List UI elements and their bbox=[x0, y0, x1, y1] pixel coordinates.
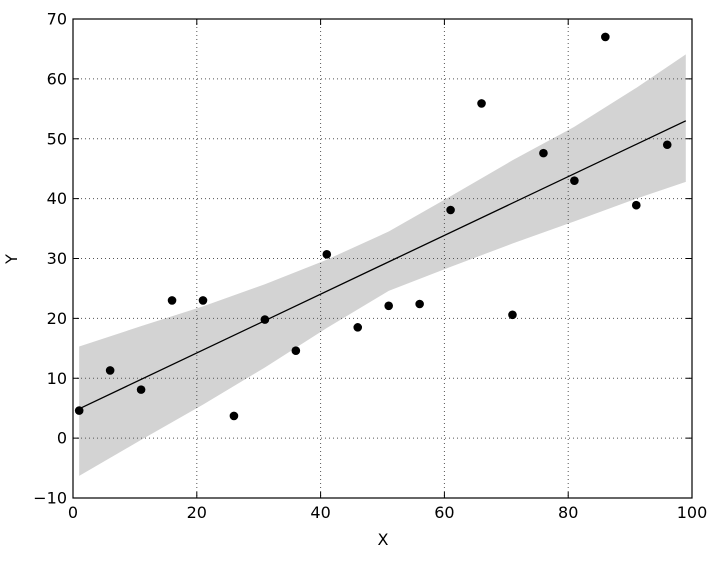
data-point bbox=[415, 299, 424, 309]
fit-line-layer bbox=[78, 120, 687, 410]
data-point bbox=[322, 250, 332, 259]
y-tick-label: 60 bbox=[47, 69, 67, 88]
y-tick-label: −10 bbox=[33, 489, 67, 508]
data-point bbox=[353, 323, 363, 332]
data-point bbox=[477, 99, 486, 108]
data-point bbox=[508, 310, 517, 320]
data-point bbox=[291, 346, 301, 356]
data-point bbox=[74, 406, 84, 415]
y-tick-label: 20 bbox=[47, 309, 67, 328]
x-tick-label: 100 bbox=[677, 503, 708, 522]
y-tick-label: 70 bbox=[47, 10, 67, 29]
data-point bbox=[601, 32, 610, 42]
y-tick-label: 40 bbox=[47, 189, 67, 208]
data-points-layer bbox=[74, 32, 672, 421]
y-tick-label: 50 bbox=[47, 129, 67, 148]
data-point bbox=[167, 296, 177, 305]
x-tick-label: 40 bbox=[310, 503, 330, 522]
data-point bbox=[229, 411, 239, 421]
data-point bbox=[446, 205, 455, 215]
data-point bbox=[198, 296, 208, 305]
y-tick-label: 30 bbox=[47, 249, 67, 268]
x-axis-label: X bbox=[378, 530, 389, 549]
data-point bbox=[384, 301, 393, 311]
y-tick-label: 10 bbox=[47, 369, 67, 388]
x-tick-label: 80 bbox=[558, 503, 578, 522]
data-point bbox=[570, 176, 579, 185]
y-tick-label: 0 bbox=[57, 429, 67, 448]
x-tick-label: 0 bbox=[68, 503, 78, 522]
data-point bbox=[631, 200, 641, 210]
data-point bbox=[539, 148, 548, 158]
regression-line bbox=[78, 120, 687, 410]
data-point bbox=[260, 315, 270, 324]
x-tick-label: 60 bbox=[434, 503, 454, 522]
data-point bbox=[136, 385, 146, 394]
data-point bbox=[105, 366, 115, 375]
x-tick-label: 20 bbox=[187, 503, 207, 522]
data-point bbox=[662, 140, 672, 150]
y-axis-label: Y bbox=[2, 254, 21, 265]
